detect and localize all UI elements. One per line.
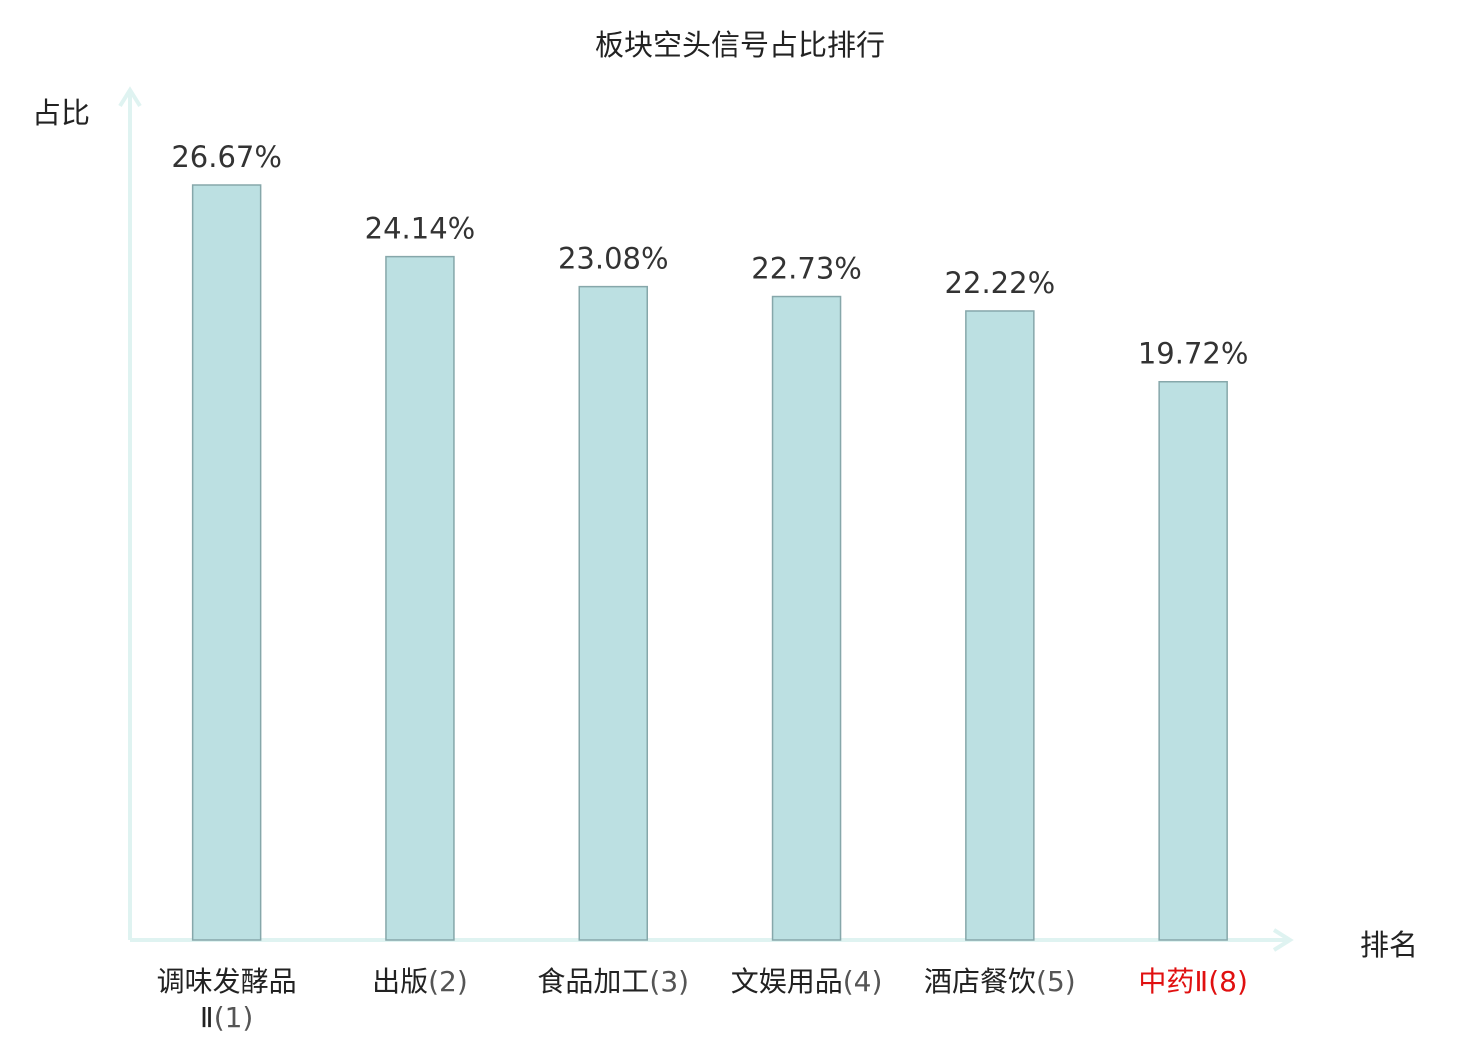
bar [578, 285, 648, 941]
category-label: 食品加工(3) [518, 964, 708, 1000]
category-rank: (2) [428, 965, 468, 998]
category-rank: (3) [649, 965, 690, 998]
bar-value-label: 19.72% [1138, 337, 1249, 371]
y-axis-arrow-icon [118, 86, 142, 108]
category-label: 文娱用品(4) [712, 964, 902, 1000]
category-name: 出版 [372, 965, 429, 998]
category-name: 食品加工 [537, 965, 650, 998]
bar-value-label: 22.73% [751, 252, 862, 286]
category-label: 中药Ⅱ(8) [1098, 964, 1288, 1000]
category-name: 中药Ⅱ [1138, 965, 1209, 998]
category-label: 出版(2) [325, 964, 515, 1000]
category-rank: (5) [1036, 965, 1076, 998]
bar-value-label: 23.08% [558, 242, 669, 276]
category-name: 酒店餐饮 [924, 965, 1037, 998]
bar [771, 295, 842, 941]
y-axis-label: 占比 [32, 96, 91, 130]
bar [191, 184, 262, 941]
category-label: 酒店餐饮(5) [905, 964, 1095, 1000]
bar-value-label: 22.22% [945, 266, 1056, 300]
x-axis-arrow-icon [1272, 928, 1294, 952]
category-rank: (1) [213, 1001, 254, 1034]
bar [965, 310, 1035, 941]
category-rank: (4) [842, 965, 883, 998]
bar-value-label: 26.67% [171, 140, 282, 174]
category-name: 调味发酵品Ⅱ [156, 965, 297, 1034]
category-label: 调味发酵品Ⅱ(1) [157, 964, 297, 1036]
x-axis-label: 排名 [1360, 928, 1419, 962]
bar [385, 255, 455, 941]
chart-title: 板块空头信号占比排行 [594, 28, 885, 62]
category-name: 文娱用品 [730, 965, 843, 998]
bar-value-label: 24.14% [365, 212, 476, 246]
category-rank: (8) [1208, 965, 1248, 998]
bar [1158, 380, 1228, 941]
